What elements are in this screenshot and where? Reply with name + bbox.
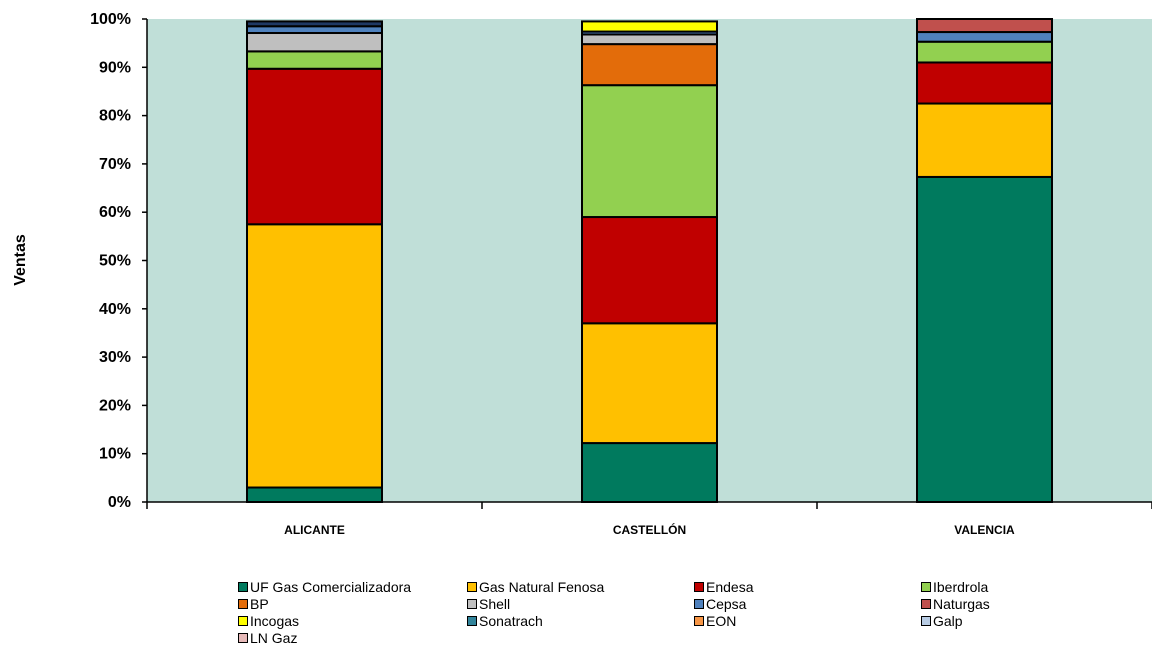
bars-group xyxy=(246,18,1053,504)
legend-label: Shell xyxy=(479,596,511,612)
legend-label: UF Gas Comercializadora xyxy=(250,579,412,595)
y-tick-label: 70% xyxy=(99,156,131,173)
x-tick-label: ALICANTE xyxy=(284,523,345,537)
y-tick-label: 90% xyxy=(99,59,131,76)
y-tick-label: 40% xyxy=(99,301,131,318)
legend-item: UF Gas Comercializadora xyxy=(238,580,411,594)
y-tick-label: 100% xyxy=(90,11,131,28)
legend-item: Incogas xyxy=(238,614,299,628)
legend-label: Iberdrola xyxy=(933,579,989,595)
legend-item: Sonatrach xyxy=(467,614,543,628)
legend-item: EON xyxy=(694,614,736,628)
y-tick-label: 50% xyxy=(99,253,131,270)
y-tick-labels: 0% 10% 20% 30% 40% 50% 60% 70% 80% 90% 100% xyxy=(90,11,131,511)
legend-label: Gas Natural Fenosa xyxy=(479,579,605,595)
legend-item: Galp xyxy=(921,614,963,628)
x-tick-label: VALENCIA xyxy=(954,523,1015,537)
y-tick-label: 10% xyxy=(99,446,131,463)
bar-segment xyxy=(246,223,383,489)
legend-item: LN Gaz xyxy=(238,631,297,645)
bar-segment xyxy=(246,25,383,35)
legend-label: EON xyxy=(706,613,737,629)
legend-swatch xyxy=(467,582,477,592)
legend-label: Naturgas xyxy=(933,596,990,612)
bar-segment xyxy=(581,84,718,219)
legend-swatch xyxy=(238,616,248,626)
legend-swatch xyxy=(238,633,248,643)
legend-item: Gas Natural Fenosa xyxy=(467,580,604,594)
legend-swatch xyxy=(238,599,248,609)
legend-item: Shell xyxy=(467,597,510,611)
legend-swatch xyxy=(694,582,704,592)
legend-swatch xyxy=(694,616,704,626)
legend-swatch xyxy=(921,616,931,626)
legend-swatch xyxy=(921,582,931,592)
bar-segment xyxy=(246,67,383,226)
legend-swatch xyxy=(694,599,704,609)
y-tick-label: 80% xyxy=(99,108,131,125)
y-tick-label: 0% xyxy=(108,494,131,511)
legend-label: Cepsa xyxy=(706,596,747,612)
x-tick-label: CASTELLÓN xyxy=(613,522,686,537)
bar-segment xyxy=(581,20,718,33)
legend-swatch xyxy=(238,582,248,592)
bar-segment xyxy=(246,32,383,53)
legend-swatch xyxy=(467,616,477,626)
legend-label: BP xyxy=(250,596,269,612)
bar-segment xyxy=(581,33,718,46)
legend-label: Incogas xyxy=(250,613,300,629)
bar-segment xyxy=(916,102,1053,178)
legend-item: Iberdrola xyxy=(921,580,988,594)
axes-group xyxy=(142,18,1152,509)
legend-item: Cepsa xyxy=(694,597,746,611)
y-tick-label: 60% xyxy=(99,204,131,221)
bar-segment xyxy=(581,322,718,445)
bar-segment xyxy=(916,18,1053,34)
y-axis-label: Ventas xyxy=(12,234,29,286)
bar-segment xyxy=(581,442,718,504)
legend-swatch xyxy=(467,599,477,609)
x-tick-labels: ALICANTE CASTELLÓN VALENCIA xyxy=(284,522,1015,537)
legend-label: Endesa xyxy=(706,579,754,595)
bar-segment xyxy=(916,175,1053,503)
y-tick-label: 30% xyxy=(99,349,131,366)
bar-segment xyxy=(246,486,383,504)
legend-item: BP xyxy=(238,597,269,611)
legend-item: Naturgas xyxy=(921,597,990,611)
legend-item: Endesa xyxy=(694,580,753,594)
bar-segment xyxy=(581,43,718,87)
legend-label: Sonatrach xyxy=(479,613,543,629)
bar-segment xyxy=(246,20,383,28)
legend-swatch xyxy=(921,599,931,609)
legend-label: Galp xyxy=(933,613,963,629)
bar-segment xyxy=(581,216,718,325)
bar-segment xyxy=(246,50,383,70)
bar-segment xyxy=(916,31,1053,43)
y-tick-label: 20% xyxy=(99,397,131,414)
legend-label: LN Gaz xyxy=(250,630,298,646)
bar-segment xyxy=(916,40,1053,64)
bar-segment xyxy=(916,61,1053,105)
